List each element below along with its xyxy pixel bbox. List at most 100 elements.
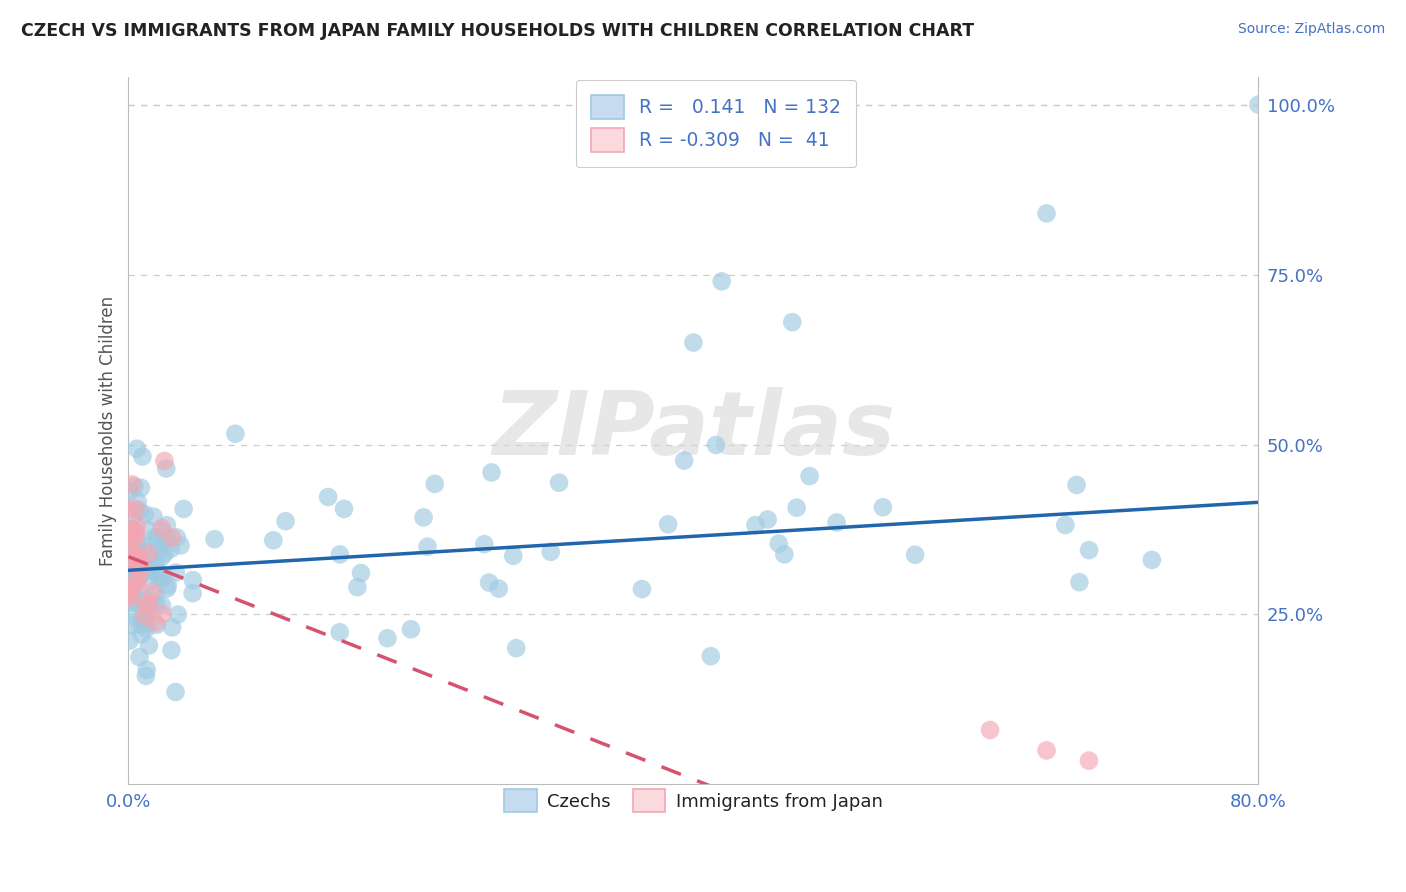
Point xyxy=(125,525,148,540)
Point xyxy=(756,512,779,526)
Text: CZECH VS IMMIGRANTS FROM JAPAN FAMILY HOUSEHOLDS WITH CHILDREN CORRELATION CHART: CZECH VS IMMIGRANTS FROM JAPAN FAMILY HO… xyxy=(21,22,974,40)
Point xyxy=(156,578,179,592)
Point xyxy=(1066,478,1088,492)
Point xyxy=(173,502,195,516)
Point xyxy=(904,548,927,562)
Point xyxy=(124,530,146,544)
Point xyxy=(131,560,153,574)
Point xyxy=(155,461,177,475)
Point xyxy=(122,582,145,596)
Point xyxy=(142,558,165,573)
Point xyxy=(129,557,152,571)
Point xyxy=(135,615,157,630)
Point xyxy=(136,523,159,537)
Point xyxy=(127,518,149,533)
Point xyxy=(135,598,157,612)
Point xyxy=(657,517,679,532)
Point xyxy=(1035,206,1057,220)
Point xyxy=(131,551,153,566)
Point xyxy=(127,494,149,508)
Point xyxy=(135,663,157,677)
Point xyxy=(131,591,153,605)
Point xyxy=(150,521,173,535)
Point xyxy=(1069,575,1091,590)
Point xyxy=(1054,518,1077,533)
Point xyxy=(138,574,160,589)
Point xyxy=(150,524,173,539)
Point xyxy=(166,531,188,545)
Point xyxy=(1077,754,1099,768)
Point xyxy=(673,453,696,467)
Point xyxy=(120,543,142,558)
Point xyxy=(488,582,510,596)
Point xyxy=(127,546,149,560)
Point xyxy=(138,546,160,560)
Point xyxy=(131,612,153,626)
Point xyxy=(478,575,501,590)
Point xyxy=(505,641,527,656)
Point xyxy=(181,586,204,600)
Point xyxy=(131,558,153,572)
Y-axis label: Family Households with Children: Family Households with Children xyxy=(100,296,117,566)
Point xyxy=(700,649,723,664)
Point xyxy=(423,476,446,491)
Point xyxy=(165,685,187,699)
Point xyxy=(135,607,157,622)
Point xyxy=(704,438,727,452)
Point xyxy=(159,541,181,556)
Point xyxy=(132,600,155,615)
Point xyxy=(127,549,149,563)
Point xyxy=(124,595,146,609)
Point xyxy=(142,509,165,524)
Point xyxy=(125,442,148,456)
Point xyxy=(121,618,143,632)
Text: Source: ZipAtlas.com: Source: ZipAtlas.com xyxy=(1237,22,1385,37)
Point xyxy=(124,508,146,522)
Point xyxy=(135,593,157,607)
Point xyxy=(502,549,524,563)
Point xyxy=(118,591,141,605)
Point xyxy=(631,582,654,596)
Point xyxy=(540,545,562,559)
Point xyxy=(143,615,166,630)
Point xyxy=(150,607,173,621)
Point xyxy=(773,548,796,562)
Point xyxy=(682,335,704,350)
Point xyxy=(125,552,148,566)
Point xyxy=(125,573,148,587)
Point xyxy=(128,650,150,665)
Point xyxy=(131,627,153,641)
Point xyxy=(145,597,167,611)
Point xyxy=(127,551,149,566)
Point xyxy=(274,514,297,528)
Point xyxy=(125,575,148,590)
Point xyxy=(138,564,160,578)
Point xyxy=(128,503,150,517)
Point xyxy=(125,551,148,566)
Point xyxy=(121,523,143,537)
Point xyxy=(329,548,352,562)
Point xyxy=(118,633,141,648)
Point xyxy=(122,522,145,536)
Point xyxy=(124,609,146,624)
Point xyxy=(148,542,170,557)
Point xyxy=(129,617,152,632)
Point xyxy=(145,566,167,580)
Point xyxy=(118,502,141,516)
Point xyxy=(143,530,166,544)
Point xyxy=(472,537,495,551)
Point xyxy=(166,607,188,622)
Point xyxy=(165,566,187,580)
Point xyxy=(118,566,141,581)
Point xyxy=(181,573,204,587)
Text: ZIPatlas: ZIPatlas xyxy=(492,387,896,475)
Point xyxy=(979,723,1001,737)
Point xyxy=(121,525,143,540)
Point xyxy=(153,546,176,560)
Point xyxy=(145,558,167,572)
Point xyxy=(118,533,141,548)
Point xyxy=(135,669,157,683)
Point xyxy=(224,426,246,441)
Point xyxy=(872,500,894,515)
Point xyxy=(120,580,142,594)
